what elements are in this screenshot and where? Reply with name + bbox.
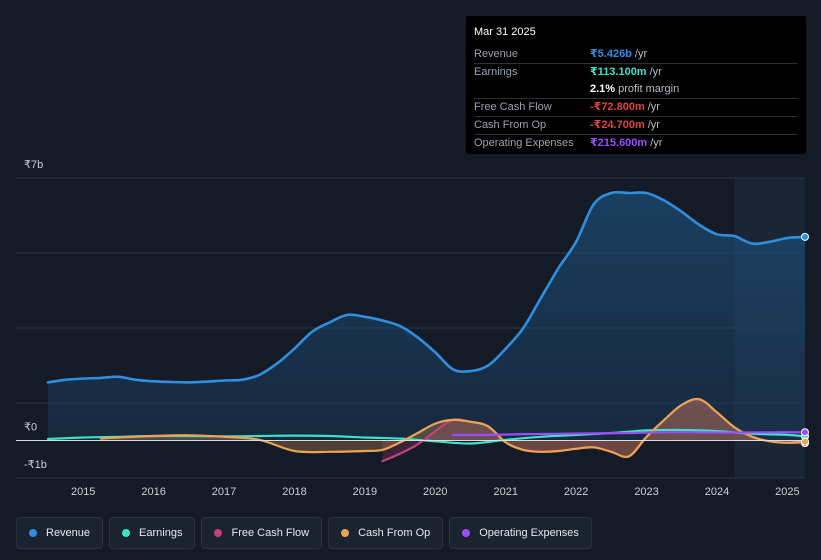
tooltip-value: ₹215.600m <box>590 137 648 149</box>
legend-dot-icon <box>214 529 223 537</box>
tooltip-label: Free Cash Flow <box>474 101 552 113</box>
legend-dot-icon <box>29 529 37 537</box>
tooltip-value: -₹24.700m <box>590 119 645 131</box>
axis-labels: ₹7b ₹0 -₹1b 2015 2016 2017 2018 2019 2020 2021 202… <box>24 159 800 498</box>
legend-label: Earnings <box>139 527 183 539</box>
x-axis-label: 2025 <box>775 486 799 498</box>
tooltip-value: ₹5.426b <box>590 48 632 60</box>
tooltip-unit: /yr <box>650 137 663 149</box>
tooltip-unit: profit margin <box>618 83 680 95</box>
tooltip-panel: Mar 31 2025 Revenue ₹5.426b /yr Earnings… <box>466 16 806 154</box>
legend-item-cash-from-op[interactable]: Cash From Op <box>328 517 444 549</box>
line-layer <box>16 190 807 463</box>
legend-dot-icon <box>122 529 131 537</box>
legend-item-earnings[interactable]: Earnings <box>109 517 196 549</box>
legend-dot-icon <box>462 529 471 537</box>
legend-label: Operating Expenses <box>479 527 579 539</box>
x-axis-label: 2019 <box>353 486 377 498</box>
tooltip-value: ₹113.100m <box>590 66 647 78</box>
end-markers <box>801 232 809 448</box>
legend-label: Cash From Op <box>358 527 431 539</box>
legend-label: Revenue <box>46 527 91 539</box>
tooltip-unit: /yr <box>647 101 660 113</box>
y-axis-label: ₹7b <box>24 159 43 171</box>
x-axis-label: 2020 <box>423 486 447 498</box>
legend-item-operating-expenses[interactable]: Operating Expenses <box>449 517 592 549</box>
tooltip-date: Mar 31 2025 <box>474 26 536 38</box>
x-axis-label: 2023 <box>634 486 658 498</box>
tooltip-unit: /yr <box>647 119 660 131</box>
revenue-end-marker <box>801 232 809 241</box>
legend-dot-icon <box>341 529 350 537</box>
operating-expenses-line <box>451 431 807 437</box>
x-axis-label: 2022 <box>564 486 588 498</box>
legend-item-revenue[interactable]: Revenue <box>16 517 104 549</box>
tooltip-row-free-cash-flow: Free Cash Flow -₹72.800m /yr <box>474 98 798 116</box>
revenue-line <box>46 190 807 384</box>
tooltip-row-cash-from-op: Cash From Op -₹24.700m /yr <box>474 116 798 134</box>
revenue-area <box>48 192 805 441</box>
free-cash-flow-area <box>382 399 805 462</box>
tooltip-row-revenue: Revenue ₹5.426b /yr <box>474 46 798 63</box>
tooltip-row-profit-margin: 2.1% profit margin <box>474 81 798 98</box>
tooltip-label: Earnings <box>474 66 518 78</box>
tooltip-label: Operating Expenses <box>474 137 574 149</box>
tooltip-label: Cash From Op <box>474 119 547 131</box>
tooltip-value: 2.1% <box>590 83 616 95</box>
tooltip-label <box>474 81 590 98</box>
cash-from-op-line <box>99 397 807 458</box>
y-axis-label: ₹0 <box>24 422 37 434</box>
x-axis-label: 2016 <box>141 486 165 498</box>
tooltip-row-operating-expenses: Operating Expenses ₹215.600m /yr <box>474 134 798 152</box>
x-axis-label: 2017 <box>212 486 236 498</box>
x-axis-label: 2015 <box>71 486 95 498</box>
chart-legend: Revenue Earnings Free Cash Flow Cash Fro… <box>16 517 592 549</box>
tooltip-label: Revenue <box>474 48 519 60</box>
operating-expenses-end-marker <box>801 428 809 437</box>
tooltip-row-earnings: Earnings ₹113.100m /yr <box>474 63 798 81</box>
cash-from-op-area <box>100 399 806 457</box>
tooltip-unit: /yr <box>649 66 662 78</box>
x-axis-label: 2024 <box>705 486 729 498</box>
tooltip-unit: /yr <box>634 48 648 60</box>
legend-item-free-cash-flow[interactable]: Free Cash Flow <box>201 517 323 549</box>
cash-from-op-end-marker <box>801 437 809 446</box>
x-axis-label: 2018 <box>282 486 306 498</box>
y-axis-label: -₹1b <box>24 459 47 471</box>
area-layer <box>48 192 806 462</box>
tooltip-value: -₹72.800m <box>590 101 645 113</box>
legend-label: Free Cash Flow <box>231 527 310 539</box>
x-axis-label: 2021 <box>493 486 517 498</box>
